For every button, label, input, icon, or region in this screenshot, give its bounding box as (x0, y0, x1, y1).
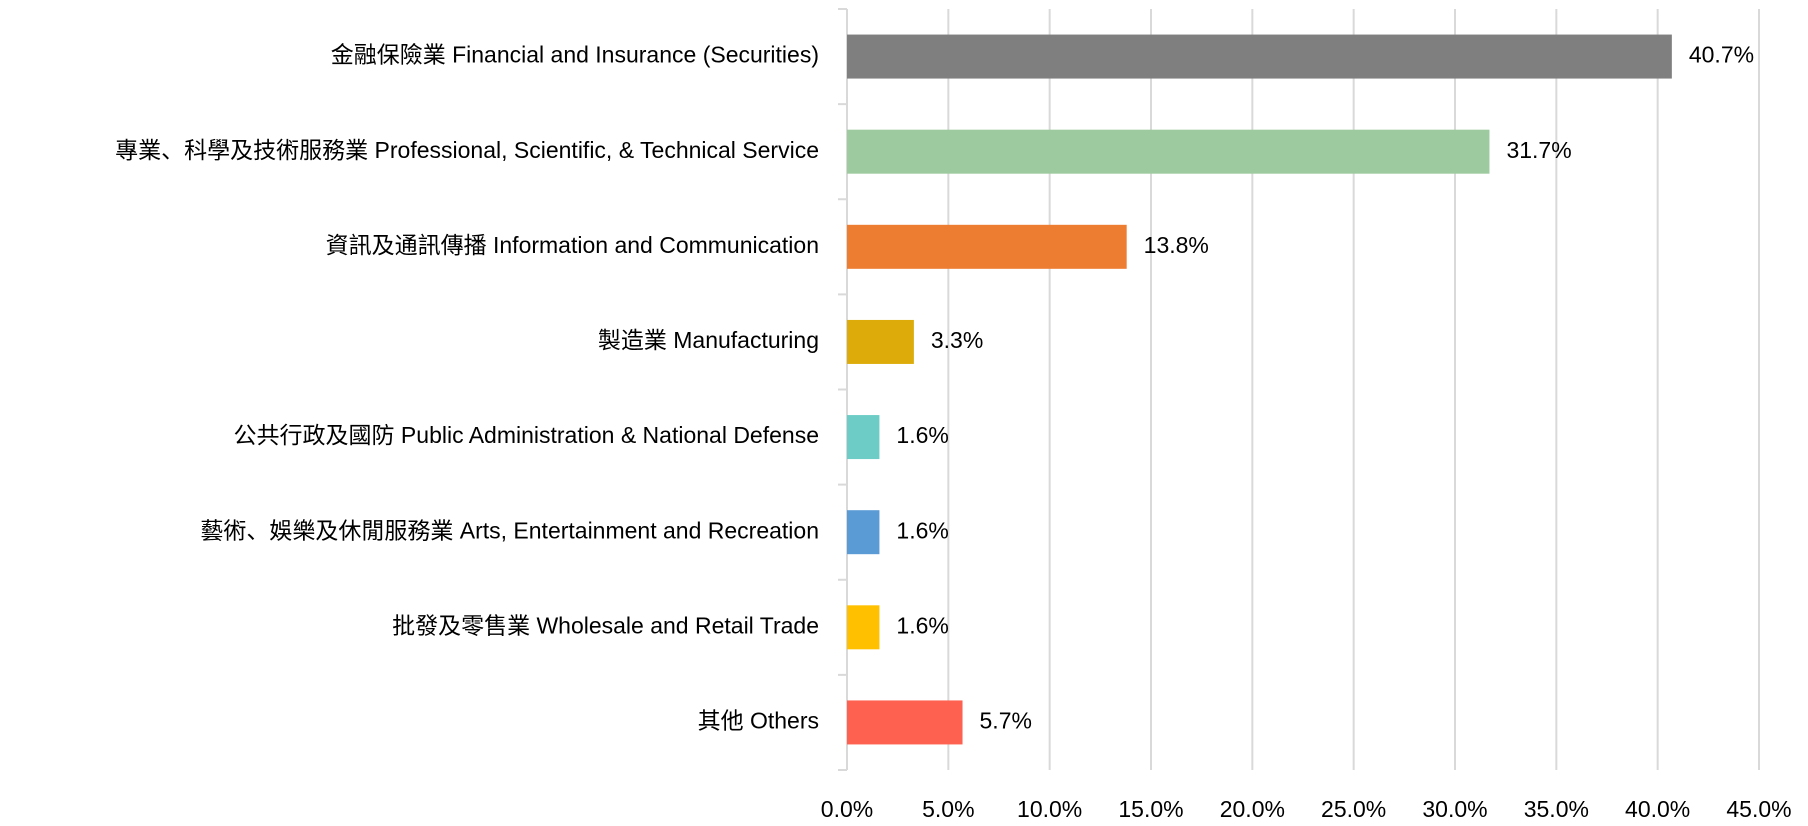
data-label: 31.7% (1506, 137, 1571, 163)
x-tick-label: 35.0% (1524, 796, 1589, 822)
y-tick-label: 其他 Others (698, 708, 819, 734)
bar (847, 510, 880, 555)
x-tick-label: 20.0% (1220, 796, 1285, 822)
bar (847, 34, 1672, 79)
x-tick-label: 0.0% (821, 796, 873, 822)
bar (847, 415, 880, 460)
x-tick-label: 40.0% (1625, 796, 1690, 822)
bar (847, 700, 963, 745)
x-tick-label: 25.0% (1321, 796, 1386, 822)
bar (847, 224, 1127, 269)
x-tick-label: 10.0% (1017, 796, 1082, 822)
y-tick-label: 公共行政及國防 Public Administration & National… (234, 422, 819, 448)
data-label: 1.6% (896, 612, 948, 638)
data-label: 5.7% (980, 708, 1032, 734)
bar (847, 319, 914, 364)
data-label: 1.6% (896, 517, 948, 543)
y-tick-label: 專業、科學及技術服務業 Professional, Scientific, & … (115, 137, 819, 163)
x-tick-label: 45.0% (1726, 796, 1791, 822)
x-tick-label: 15.0% (1118, 796, 1183, 822)
y-tick-label: 藝術、娛樂及休閒服務業 Arts, Entertainment and Recr… (200, 517, 819, 543)
bar (847, 605, 880, 650)
x-tick-label: 5.0% (922, 796, 974, 822)
y-tick-label: 批發及零售業 Wholesale and Retail Trade (392, 612, 819, 638)
data-label: 1.6% (896, 422, 948, 448)
data-label: 13.8% (1144, 232, 1209, 258)
y-tick-label: 資訊及通訊傳播 Information and Communication (326, 232, 819, 258)
data-label: 40.7% (1689, 42, 1754, 68)
data-label: 3.3% (931, 327, 983, 353)
y-tick-label: 金融保險業 Financial and Insurance (Securitie… (331, 42, 819, 68)
bar (847, 129, 1490, 174)
x-tick-label: 30.0% (1422, 796, 1487, 822)
y-tick-label: 製造業 Manufacturing (598, 327, 819, 353)
